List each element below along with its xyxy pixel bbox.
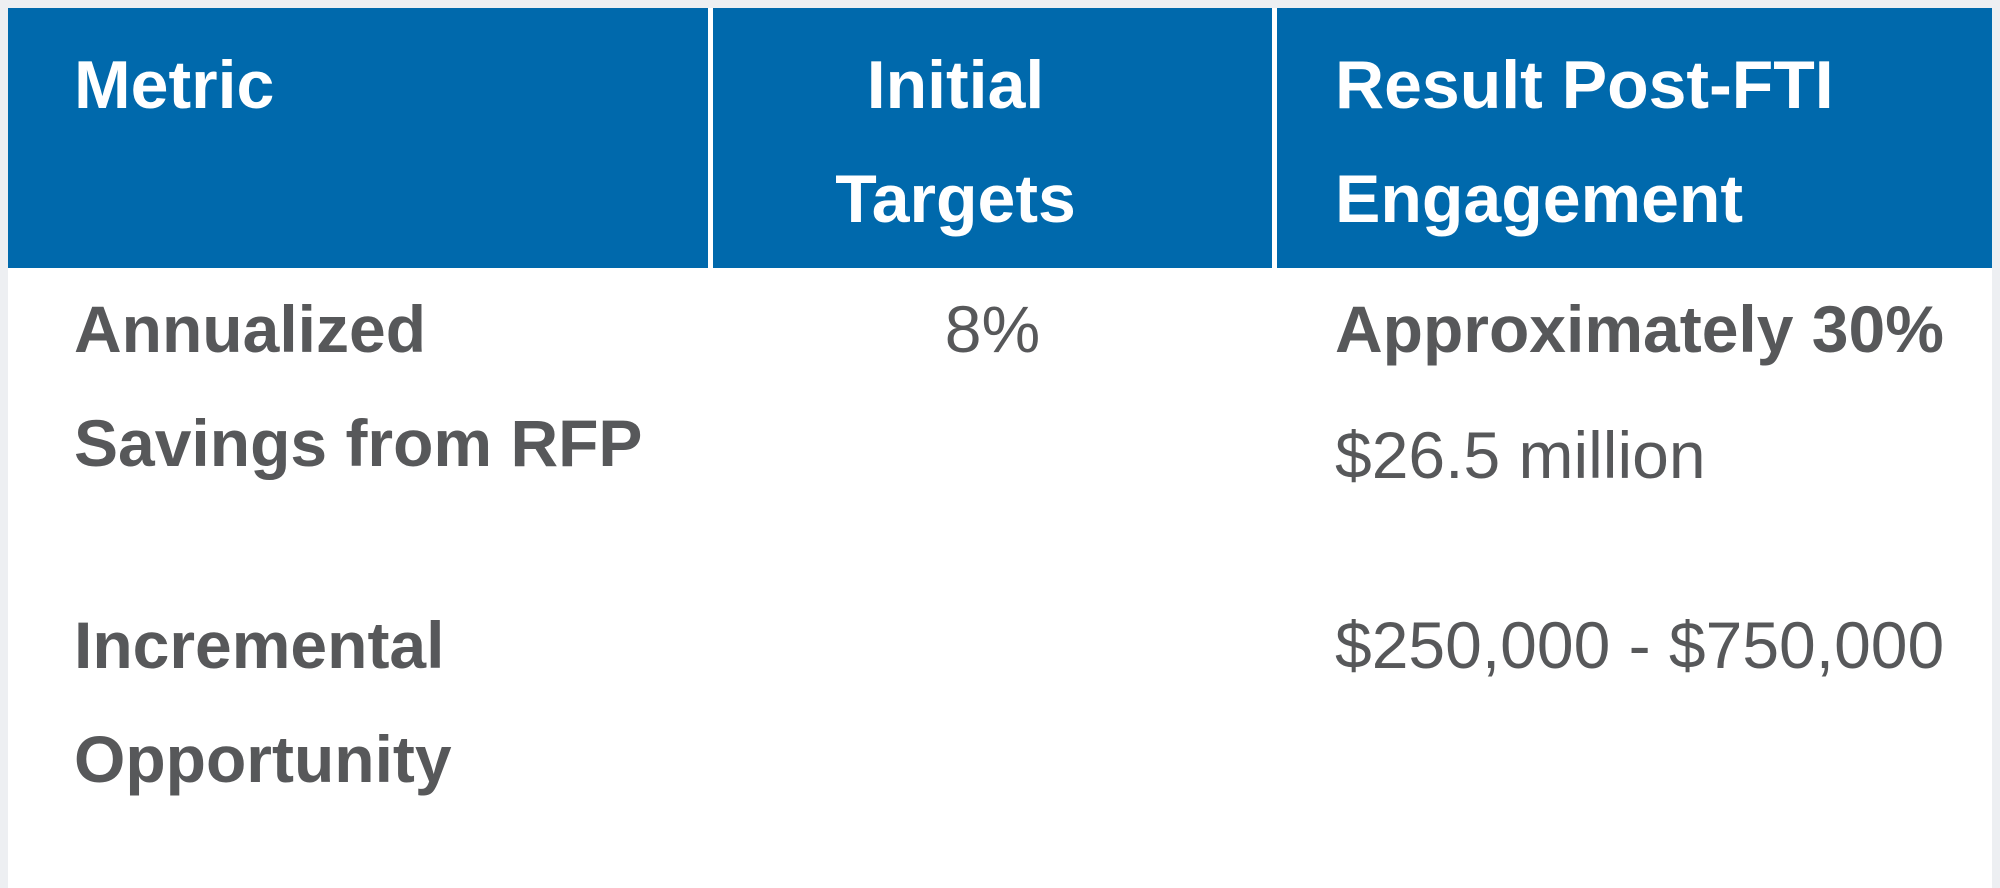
header-label-initial-targets: Initial Targets [835,47,1076,238]
row-1-result-secondary-value: $26.5 million [1335,417,1706,492]
header-label-result-post-fti: Result Post-FTI Engagement [1335,47,1834,238]
row-2-result-secondary-value: $250,000 - $750,000 [1335,608,1945,682]
header-cell-initial-targets: Initial Targets [713,8,1272,268]
row-1-initial-target-value: 8% [944,292,1041,366]
row-1-result-primary-value: Approximately 30% [1335,292,1944,366]
table-row-1-result: Approximately 30% $26.5 million [1277,273,1992,584]
table-row-2-initial-target [713,589,1272,888]
row-1-metric-label: Annualized Savings from RFP [74,292,643,480]
table-row-2-metric: Incremental Opportunity [8,589,708,888]
metrics-table: Metric Initial Targets Result Post-FTI E… [8,8,1992,888]
header-cell-metric: Metric [8,8,708,268]
table-row-1-initial-target: 8% [713,273,1272,584]
table-row-2-result: $250,000 - $750,000 [1277,589,1992,888]
table-row-1-metric: Annualized Savings from RFP [8,273,708,584]
row-2-metric-label: Incremental Opportunity [74,608,452,796]
header-cell-result-post-fti: Result Post-FTI Engagement [1277,8,1992,268]
header-label-metric: Metric [74,47,275,123]
